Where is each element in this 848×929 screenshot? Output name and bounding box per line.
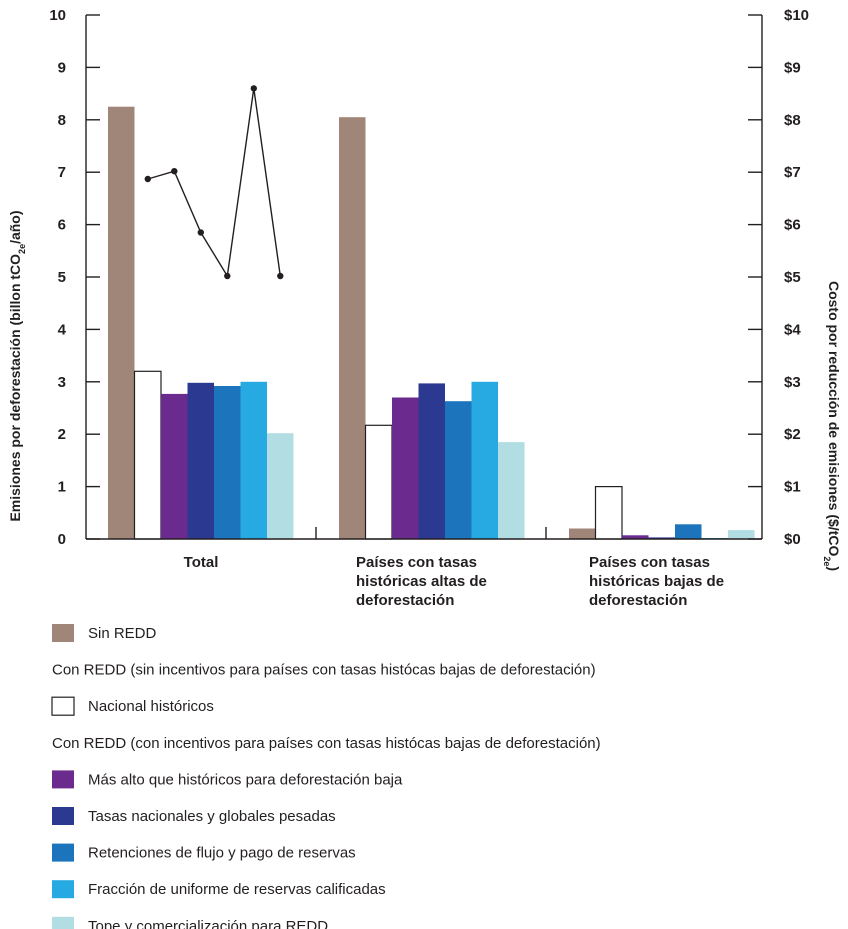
bar-series1-cat1: [364, 424, 393, 540]
bar-series3-cat0: [187, 382, 214, 539]
legend-swatch-2: [52, 770, 74, 789]
right-tick-label-10: $10: [784, 7, 809, 24]
legend-heading-1: Con REDD (sin incentivos para países con…: [52, 662, 596, 679]
bar-series2-cat0: [161, 393, 188, 539]
legend-label-2: Más alto que históricos para deforestaci…: [88, 771, 403, 788]
category-label-1: Países con tasas históricas altas de defor…: [356, 554, 487, 609]
y-axis-title-right: Costo por reducción de emisiones ($/tCO2…: [822, 281, 842, 571]
legend-swatch-3: [52, 807, 74, 825]
labels-layer: 0 1 2 3 4 5 6 7 8 9 10 $0 $1 $2 $3 $4 $5 $6 $7 $8 $9 $10 Total…: [7, 7, 842, 609]
right-tick-label-5: $5: [784, 269, 801, 286]
right-tick-label-6: $6: [784, 217, 801, 234]
cost-point-5: [277, 272, 284, 280]
y-axis-title-left: Emisiones por deforestación (billon tCO2…: [7, 210, 27, 521]
right-tick-label-9: $9: [784, 59, 801, 76]
bar-series1-cat0: [133, 370, 162, 540]
bar-series4-cat1: [445, 401, 472, 539]
left-tick-label-0: 0: [58, 531, 66, 548]
bar-series0-cat2: [569, 528, 596, 539]
legend: Sin REDD Con REDD (sin incentivos para pa…: [51, 624, 601, 929]
left-tick-label-3: 3: [58, 374, 66, 391]
legend-label-4: Retenciones de flujo y pago de reservas: [88, 845, 356, 862]
legend-swatch-0: [52, 624, 74, 642]
legend-label-1: Nacional históricos: [88, 698, 214, 715]
bar-series4-cat0: [214, 386, 241, 539]
bar-series6-cat0: [267, 433, 294, 539]
right-tick-label-3: $3: [784, 374, 801, 391]
legend-heading-3: Con REDD (con incentivos para países con…: [52, 735, 601, 752]
axes-layer: [85, 14, 763, 540]
bar-series2-cat2: [622, 535, 649, 539]
legend-label-3: Tasas nacionales y globales pesadas: [88, 808, 336, 825]
right-tick-label-8: $8: [784, 112, 801, 129]
left-tick-label-6: 6: [58, 217, 66, 234]
bar-series6-cat2: [728, 530, 755, 539]
legend-swatch-5: [52, 880, 74, 899]
left-tick-label-5: 5: [58, 269, 66, 286]
bar-series1-cat2: [594, 486, 623, 540]
bar-series4-cat2: [675, 524, 702, 539]
bar-series3-cat2: [648, 537, 675, 539]
cost-point-4: [250, 85, 257, 92]
right-tick-label-4: $4: [784, 321, 801, 338]
legend-swatch-1: [51, 696, 75, 716]
bar-series0-cat0: [108, 106, 135, 539]
cost-line: [147, 88, 281, 279]
legend-swatch-4: [52, 843, 74, 862]
left-tick-label-7: 7: [58, 164, 66, 181]
category-label-2: Países con tasas históricas bajas de defor…: [589, 554, 724, 609]
bars-layer: [108, 106, 755, 540]
left-tick-label-10: 10: [49, 7, 66, 24]
bar-series0-cat1: [339, 117, 366, 539]
left-tick-label-9: 9: [58, 59, 66, 76]
left-tick-label-1: 1: [58, 479, 66, 496]
legend-label-6: Tope y comercialización para REDD: [88, 918, 328, 929]
right-tick-label-2: $2: [784, 426, 801, 443]
bar-series5-cat0: [240, 381, 267, 539]
cost-line-layer: [144, 85, 284, 280]
cost-point-0: [144, 175, 151, 183]
legend-swatch-6: [52, 916, 74, 929]
bar-series6-cat1: [498, 442, 525, 539]
left-tick-label-8: 8: [58, 112, 66, 129]
bar-series2-cat1: [392, 397, 419, 539]
legend-label-0: Sin REDD: [88, 625, 157, 642]
cost-point-3: [224, 272, 231, 280]
left-tick-label-2: 2: [58, 426, 66, 443]
bar-series5-cat1: [471, 381, 498, 539]
right-tick-label-1: $1: [784, 479, 801, 496]
legend-label-5: Fracción de uniforme de reservas calific…: [88, 881, 386, 898]
cost-point-1: [171, 168, 178, 175]
right-tick-label-0: $0: [784, 531, 801, 548]
category-label-0: Total: [184, 554, 219, 571]
bar-series3-cat1: [418, 383, 445, 539]
cost-point-2: [197, 229, 204, 236]
right-tick-label-7: $7: [784, 164, 801, 181]
left-tick-label-4: 4: [58, 321, 67, 338]
